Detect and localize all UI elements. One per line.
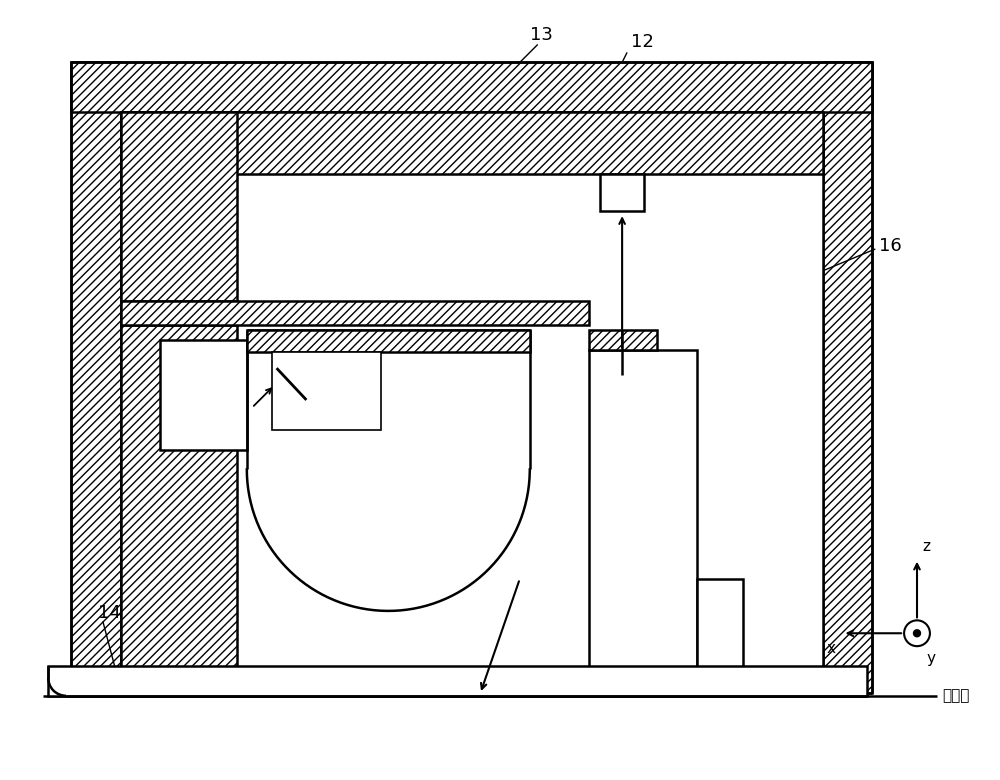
Bar [237, 325, 589, 693]
Circle shape [914, 629, 920, 636]
Bar [247, 331, 530, 353]
Text: P: P [215, 342, 226, 360]
Text: 2: 2 [215, 371, 227, 389]
Text: 15: 15 [644, 242, 667, 260]
Bar [697, 579, 743, 693]
Text: 11: 11 [753, 342, 776, 360]
Bar [272, 353, 381, 430]
Text: 焦点面: 焦点面 [942, 688, 969, 704]
Text: 1: 1 [371, 594, 382, 612]
Bar [589, 350, 697, 693]
Bar [160, 340, 247, 449]
Text: 5: 5 [430, 217, 442, 236]
Bar [823, 62, 872, 693]
Bar [71, 62, 872, 112]
Bar [589, 331, 657, 350]
Bar [121, 112, 823, 693]
Text: 14: 14 [98, 604, 121, 622]
Bar [247, 353, 530, 470]
Bar [600, 174, 644, 211]
Bar [121, 325, 237, 693]
Polygon shape [247, 470, 530, 611]
Text: 光: 光 [510, 381, 521, 399]
Text: 13: 13 [530, 26, 553, 44]
Text: y: y [927, 651, 936, 666]
Text: z: z [922, 539, 930, 554]
Text: 16: 16 [879, 237, 902, 255]
Bar [121, 112, 237, 300]
Bar [48, 666, 867, 696]
Bar [121, 112, 823, 174]
Text: 20: 20 [748, 624, 771, 642]
Text: x: x [827, 641, 836, 656]
Text: 10: 10 [296, 594, 319, 612]
Bar [121, 300, 589, 325]
Text: 12: 12 [631, 34, 654, 51]
Bar [71, 62, 121, 693]
